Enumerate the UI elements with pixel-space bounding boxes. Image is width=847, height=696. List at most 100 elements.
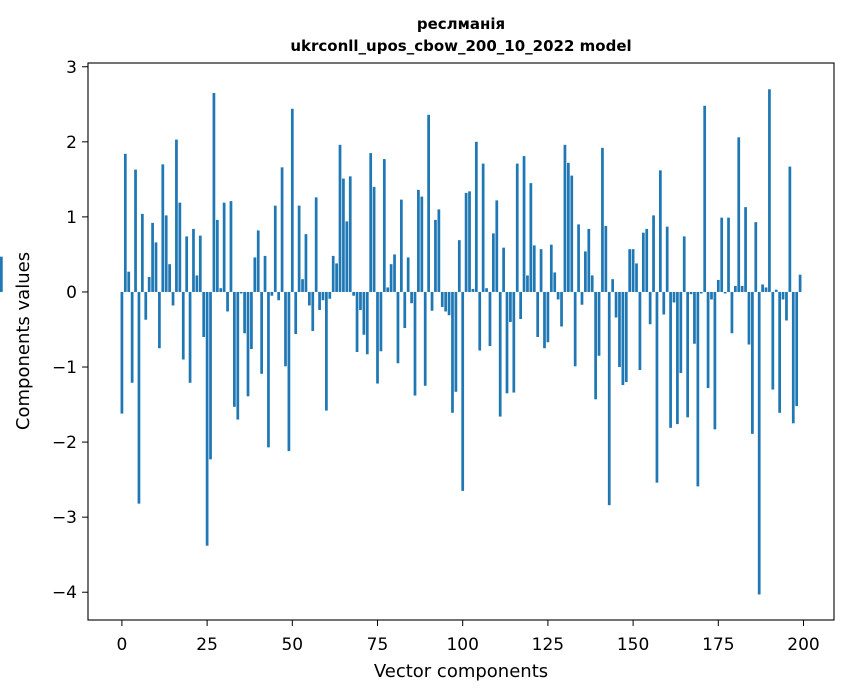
bar: [205, 291, 209, 546]
bar: [720, 217, 724, 292]
x-tick-label: 0: [116, 635, 127, 655]
bar: [437, 209, 441, 292]
bar: [457, 240, 461, 292]
y-tick-label: 3: [66, 58, 77, 78]
bar: [468, 191, 471, 292]
bar: [543, 291, 546, 349]
bar: [314, 197, 318, 292]
bar: [631, 249, 635, 292]
bar: [526, 275, 529, 292]
bar: [369, 153, 373, 292]
bar: [417, 189, 420, 292]
bar: [209, 291, 212, 460]
bar: [696, 291, 700, 487]
bar: [723, 291, 727, 294]
bar: [444, 291, 448, 312]
bar: [294, 291, 298, 334]
bar: [563, 144, 567, 292]
plot-frame: [87, 62, 835, 621]
bar: [638, 291, 642, 371]
bar: [532, 245, 536, 292]
bar: [147, 276, 151, 292]
bar: [662, 291, 666, 315]
bar: [573, 291, 577, 367]
x-tick-label: 100: [446, 635, 478, 655]
bar: [607, 291, 611, 506]
bar: [185, 236, 189, 292]
bar: [372, 186, 376, 292]
bar: [594, 291, 597, 400]
bar: [795, 291, 799, 407]
bar: [427, 114, 430, 292]
bar: [764, 287, 768, 292]
bar: [502, 247, 505, 292]
bar: [464, 192, 468, 292]
bars-group: [0, 89, 802, 595]
bar: [226, 291, 229, 312]
x-tick-label: 150: [617, 635, 649, 655]
bar: [127, 271, 131, 292]
bar: [733, 285, 737, 292]
bar: [716, 279, 720, 292]
bar: [614, 291, 618, 318]
bar: [682, 236, 686, 292]
bar: [355, 291, 359, 353]
bar: [396, 291, 400, 364]
bar: [164, 215, 168, 292]
bar: [553, 272, 557, 292]
bar: [307, 291, 311, 306]
bar: [451, 291, 454, 413]
bar: [686, 291, 689, 418]
chart-title: реслманія: [417, 15, 505, 33]
bar: [485, 288, 488, 292]
bar: [747, 291, 751, 345]
bar: [570, 175, 574, 292]
x-tick-label: 200: [787, 635, 819, 655]
bar: [250, 291, 253, 350]
bar: [198, 235, 202, 292]
bar: [304, 234, 308, 292]
bar: [566, 162, 570, 292]
bar: [744, 207, 747, 292]
y-axis: 3 2 1 0 −1 −2 −3 −4: [52, 58, 88, 603]
bar: [365, 291, 369, 355]
bar: [757, 291, 761, 595]
bar: [239, 291, 243, 294]
bar: [618, 291, 621, 368]
bar: [611, 279, 615, 292]
bar: [771, 291, 775, 390]
x-axis-label: Vector components: [374, 661, 548, 682]
bar: [195, 275, 199, 292]
bar: [539, 249, 543, 292]
bar: [461, 291, 465, 491]
bar: [290, 108, 294, 292]
bar: [382, 159, 386, 292]
bar: [519, 291, 523, 319]
bar: [655, 291, 659, 483]
bar: [352, 291, 356, 296]
bar: [246, 291, 250, 397]
bar: [348, 176, 352, 292]
bar: [229, 201, 233, 292]
bar: [151, 222, 154, 292]
bar: [659, 170, 662, 292]
bar: [481, 163, 485, 292]
bar: [188, 291, 192, 383]
bar: [273, 205, 277, 292]
bar: [144, 291, 148, 320]
bar: [219, 288, 223, 292]
bar: [515, 163, 519, 292]
bar: [280, 167, 284, 292]
y-tick-label: −1: [52, 358, 77, 378]
bar: [321, 291, 325, 301]
bar: [430, 291, 434, 311]
bar: [168, 264, 171, 292]
bar: [751, 291, 754, 434]
bar: [679, 291, 683, 374]
bar: [331, 255, 335, 292]
bar: [703, 105, 707, 292]
bar: [0, 256, 3, 292]
bar: [400, 199, 403, 292]
bar: [641, 232, 645, 292]
bar: [420, 196, 424, 292]
